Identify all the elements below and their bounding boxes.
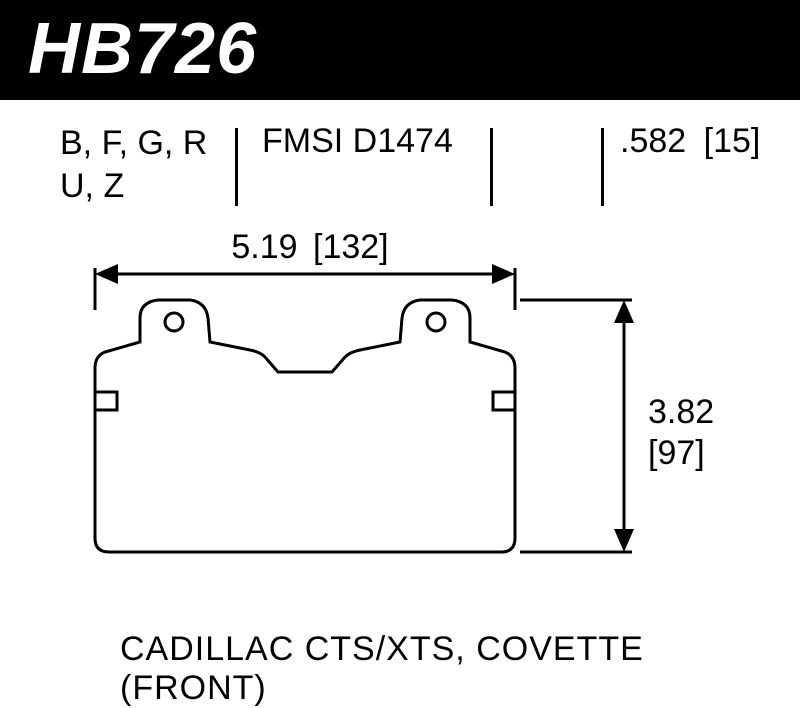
width-dimension-arrow — [95, 264, 515, 310]
diagram-svg — [0, 0, 800, 691]
brake-pad-outline — [95, 300, 515, 552]
height-dimension-arrow — [520, 300, 634, 552]
page: HB726 B, F, G, R U, Z FMSI D1474 .582 [1… — [0, 0, 800, 691]
application-text: CADILLAC CTS/XTS, COVETTE (FRONT) — [120, 630, 800, 708]
